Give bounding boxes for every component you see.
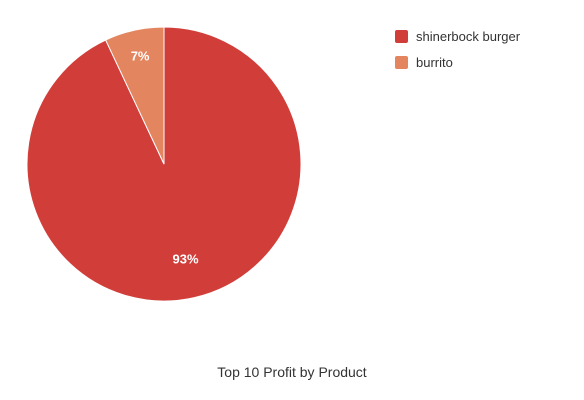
chart-title: Top 10 Profit by Product xyxy=(217,364,367,380)
pie-slice-labels: 93% 7% xyxy=(131,48,199,266)
pie-slice-label-burrito: 7% xyxy=(131,48,150,63)
legend-label: shinerbock burger xyxy=(416,28,521,44)
legend-item-shinerbock-burger[interactable]: shinerbock burger xyxy=(395,25,520,47)
chart-legend: shinerbock burger burrito xyxy=(395,25,520,77)
legend-label: burrito xyxy=(416,54,453,70)
legend-swatch xyxy=(395,55,408,69)
pie-slice-label-shinerbock-burger: 93% xyxy=(173,252,199,267)
legend-item-burrito[interactable]: burrito xyxy=(395,51,520,73)
legend-swatch xyxy=(395,29,408,43)
pie-slices xyxy=(26,26,302,302)
pie-slice-burrito[interactable] xyxy=(105,26,165,165)
